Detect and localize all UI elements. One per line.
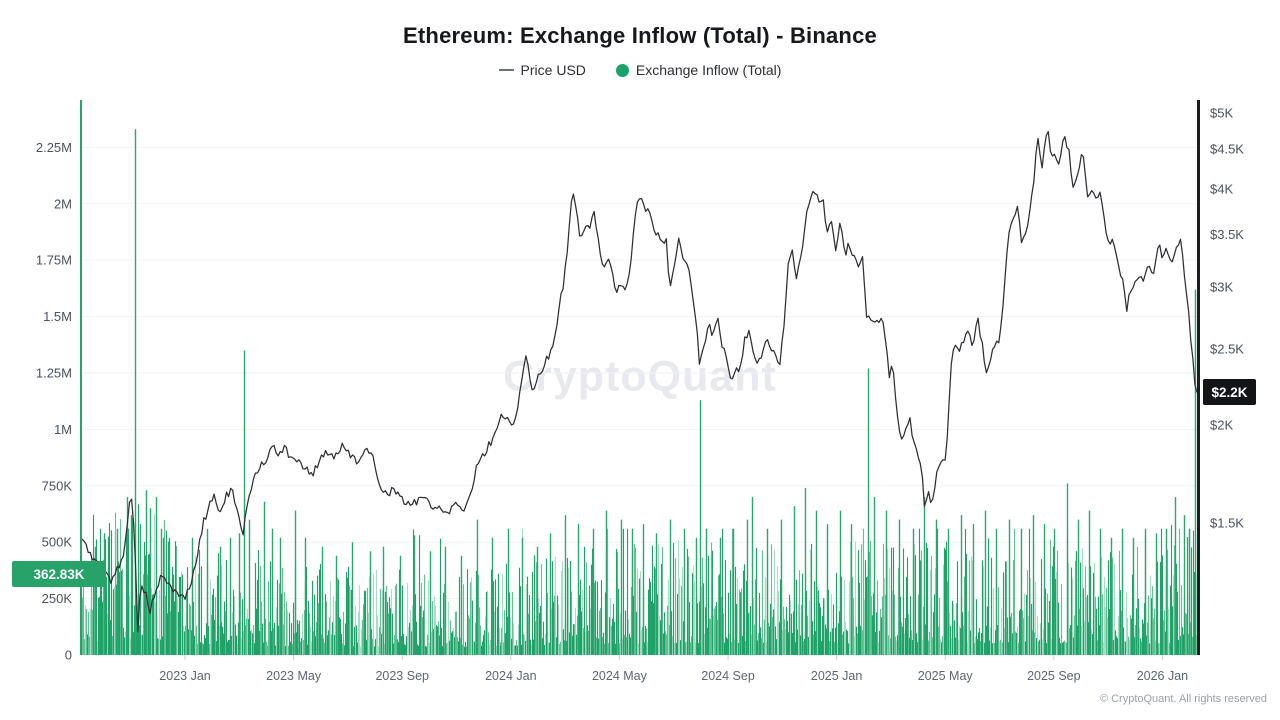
- right-axis-tick-label: $2K: [1210, 417, 1233, 432]
- inflow-spikes: [94, 129, 1197, 655]
- x-axis-tick-label: 2025 May: [918, 669, 974, 683]
- x-axis-tick-label: 2025 Sep: [1027, 669, 1081, 683]
- legend: Price USD Exchange Inflow (Total): [0, 62, 1280, 78]
- left-axis-tick-label: 0: [65, 648, 72, 663]
- right-axis-tick-label: $4.5K: [1210, 141, 1244, 156]
- x-axis-tick-label: 2024 Jan: [485, 669, 536, 683]
- right-axis-tick-label: $3.5K: [1210, 227, 1244, 242]
- right-axis-tick-label: $2.5K: [1210, 341, 1244, 356]
- inflow-latest-badge: 362.83K: [12, 561, 106, 587]
- x-axis-tick-label: 2024 May: [592, 669, 648, 683]
- left-axis-tick-label: 1.5M: [43, 309, 72, 324]
- left-axis-labels: 0 250K 500K 750K 1M 1.25M 1.5M 1.75M 2M 2.25M: [36, 140, 72, 663]
- left-axis-tick-label: 250K: [42, 591, 73, 606]
- left-axis-tick-label: 2M: [54, 196, 72, 211]
- left-axis-tick-label: 500K: [42, 535, 73, 550]
- x-axis-tick-label: 2026 Jan: [1137, 669, 1188, 683]
- x-axis-tick-label: 2023 Sep: [375, 669, 429, 683]
- left-axis-tick-label: 2.25M: [36, 140, 72, 155]
- legend-inflow-label: Exchange Inflow (Total): [635, 62, 782, 78]
- right-axis-tick-label: $1.5K: [1210, 515, 1244, 530]
- x-axis-tick-label: 2023 May: [266, 669, 322, 683]
- right-axis-tick-label: $5K: [1210, 106, 1233, 121]
- right-axis-labels: $1.5K $2K $2.5K $3K $3.5K $4K $4.5K $5K: [1210, 106, 1244, 531]
- page-title: Ethereum: Exchange Inflow (Total) - Bina…: [403, 23, 877, 48]
- left-axis-tick-label: 1M: [54, 422, 72, 437]
- line-swatch-icon: [498, 69, 514, 71]
- legend-price-label: Price USD: [520, 62, 586, 78]
- left-axis-tick-label: 1.75M: [36, 253, 72, 268]
- x-axis-tick-label: 2025 Jan: [811, 669, 862, 683]
- left-axis-tick-label: 1.25M: [36, 365, 72, 380]
- price-latest-badge: $2.2K: [1203, 379, 1256, 405]
- right-axis-tick-label: $3K: [1210, 279, 1233, 294]
- copyright-notice: © CryptoQuant. All rights reserved: [1099, 693, 1267, 705]
- x-axis-tick-label: 2023 Jan: [159, 669, 210, 683]
- right-axis-tick-label: $4K: [1210, 181, 1233, 196]
- x-axis-labels: 2023 Jan 2023 May 2023 Sep 2024 Jan 2024 May…: [159, 655, 1188, 683]
- gridlines: [82, 146, 1197, 600]
- dot-swatch-icon: [615, 63, 629, 77]
- legend-item-inflow[interactable]: Exchange Inflow (Total): [615, 62, 782, 78]
- left-axis-tick-label: 750K: [42, 478, 73, 493]
- legend-item-price[interactable]: Price USD: [498, 62, 586, 78]
- x-axis-tick-label: 2024 Sep: [701, 669, 755, 683]
- price-line: [81, 130, 1198, 633]
